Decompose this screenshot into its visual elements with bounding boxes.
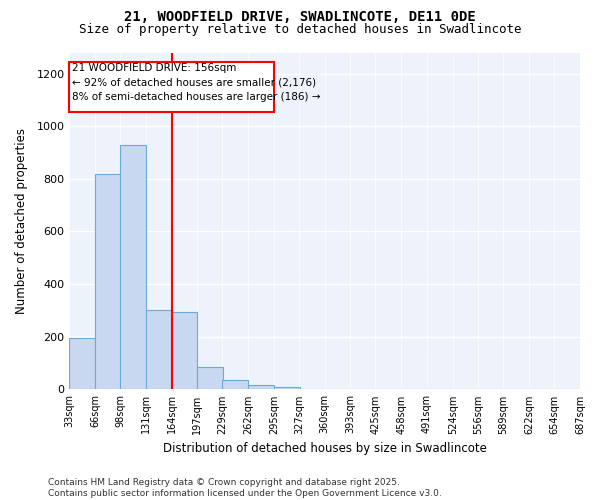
Text: 8% of semi-detached houses are larger (186) →: 8% of semi-detached houses are larger (1… bbox=[73, 92, 321, 102]
Bar bbox=[299, 388, 325, 390]
Bar bbox=[248, 386, 274, 390]
Bar bbox=[120, 144, 146, 390]
Bar bbox=[146, 310, 172, 390]
Bar bbox=[197, 367, 223, 390]
FancyBboxPatch shape bbox=[70, 62, 274, 112]
Bar bbox=[172, 312, 197, 390]
Text: ← 92% of detached houses are smaller (2,176): ← 92% of detached houses are smaller (2,… bbox=[73, 78, 317, 88]
Bar bbox=[95, 174, 121, 390]
Text: Size of property relative to detached houses in Swadlincote: Size of property relative to detached ho… bbox=[79, 22, 521, 36]
Text: Contains HM Land Registry data © Crown copyright and database right 2025.
Contai: Contains HM Land Registry data © Crown c… bbox=[48, 478, 442, 498]
Y-axis label: Number of detached properties: Number of detached properties bbox=[15, 128, 28, 314]
Bar bbox=[274, 387, 299, 390]
Text: 21, WOODFIELD DRIVE, SWADLINCOTE, DE11 0DE: 21, WOODFIELD DRIVE, SWADLINCOTE, DE11 0… bbox=[124, 10, 476, 24]
X-axis label: Distribution of detached houses by size in Swadlincote: Distribution of detached houses by size … bbox=[163, 442, 487, 455]
Bar bbox=[223, 380, 248, 390]
Bar bbox=[70, 338, 95, 390]
Text: 21 WOODFIELD DRIVE: 156sqm: 21 WOODFIELD DRIVE: 156sqm bbox=[73, 63, 237, 73]
